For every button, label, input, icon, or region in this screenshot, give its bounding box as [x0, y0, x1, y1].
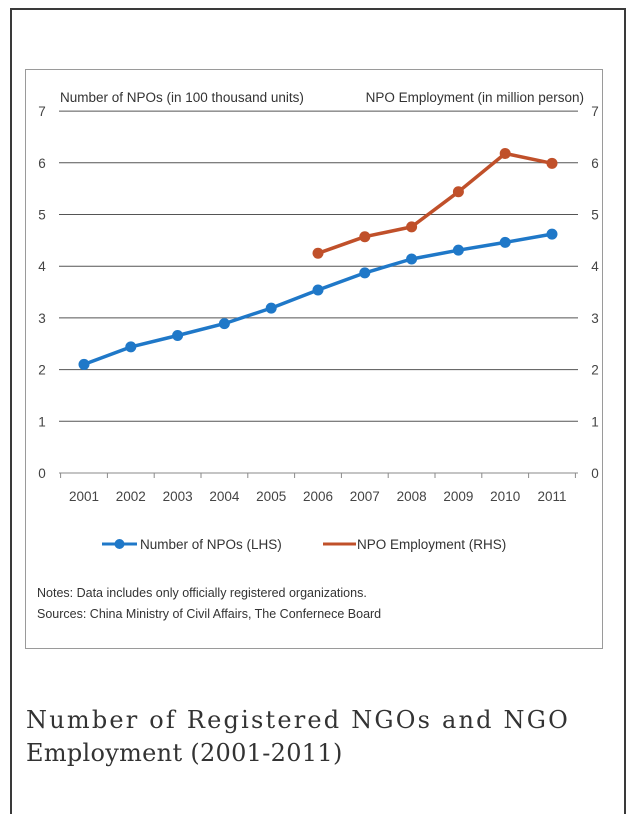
series-1-point: [546, 157, 558, 169]
right-tick-3: 3: [591, 311, 599, 326]
series-layer: [78, 147, 558, 370]
series-0-point: [312, 284, 324, 296]
left-tick-4: 4: [38, 259, 46, 274]
tick-labels: 0 0 1 1 2 2 3 3 4 4 5 5 6 6 7 7 2001 2002 2003 2004 2005 2006…: [38, 104, 599, 504]
x-tick-2006: 2006: [303, 489, 333, 504]
left-tick-6: 6: [38, 156, 46, 171]
right-tick-4: 4: [591, 259, 599, 274]
right-tick-5: 5: [591, 208, 599, 223]
chart-sources: Sources: China Ministry of Civil Affairs…: [37, 607, 381, 621]
series-0-point: [78, 358, 90, 370]
x-tick-2010: 2010: [490, 489, 520, 504]
series-1-point: [359, 231, 371, 243]
left-tick-2: 2: [38, 363, 46, 378]
right-tick-2: 2: [591, 363, 599, 378]
npo-line-chart: Number of NPOs (in 100 thousand units) N…: [37, 90, 599, 621]
left-tick-1: 1: [38, 414, 46, 429]
figure-caption: Number of Registered NGOs and NGO Employ…: [26, 704, 616, 770]
left-tick-5: 5: [38, 208, 46, 223]
series-1-point: [312, 247, 324, 259]
series-0-point: [125, 341, 137, 353]
page-frame: [10, 8, 626, 814]
series-0-point: [359, 267, 371, 279]
chart-notes: Notes: Data includes only officially reg…: [37, 586, 367, 600]
x-tick-2008: 2008: [397, 489, 427, 504]
left-tick-3: 3: [38, 311, 46, 326]
legend: Number of NPOs (LHS) NPO Employment (RHS…: [102, 537, 506, 552]
x-tick-2009: 2009: [443, 489, 473, 504]
x-tick-2003: 2003: [163, 489, 193, 504]
series-0-point: [218, 318, 230, 330]
right-tick-7: 7: [591, 104, 599, 119]
series-1-point: [406, 221, 418, 233]
left-axis-title: Number of NPOs (in 100 thousand units): [60, 90, 304, 105]
left-tick-7: 7: [38, 104, 46, 119]
chart-panel: Number of NPOs (in 100 thousand units) N…: [25, 69, 603, 649]
series-0-point: [265, 302, 277, 314]
series-0-point: [546, 228, 558, 240]
series-line-1: [317, 151, 553, 255]
right-tick-6: 6: [591, 156, 599, 171]
series-0-point: [172, 329, 184, 341]
legend-label-npos: Number of NPOs (LHS): [140, 537, 282, 552]
x-tick-2005: 2005: [256, 489, 286, 504]
gridlines: [59, 110, 578, 478]
x-tick-2011: 2011: [537, 489, 566, 504]
x-tick-2001: 2001: [69, 489, 99, 504]
series-0-point: [499, 236, 511, 248]
right-tick-1: 1: [591, 414, 599, 429]
x-tick-2007: 2007: [350, 489, 380, 504]
legend-label-employment: NPO Employment (RHS): [357, 537, 506, 552]
series-0-point: [406, 253, 418, 265]
x-tick-2002: 2002: [116, 489, 146, 504]
legend-marker-npos: [114, 539, 125, 549]
right-axis-title: NPO Employment (in million person): [366, 90, 584, 105]
series-1-point: [499, 147, 511, 159]
right-tick-0: 0: [591, 466, 599, 481]
x-tick-2004: 2004: [209, 489, 240, 504]
caption-line-2: Employment (2001-2011): [26, 739, 343, 767]
caption-line-1: Number of Registered NGOs and NGO: [26, 706, 570, 734]
series-1-point: [452, 186, 464, 198]
series-0-point: [452, 244, 464, 256]
left-tick-0: 0: [38, 466, 46, 481]
